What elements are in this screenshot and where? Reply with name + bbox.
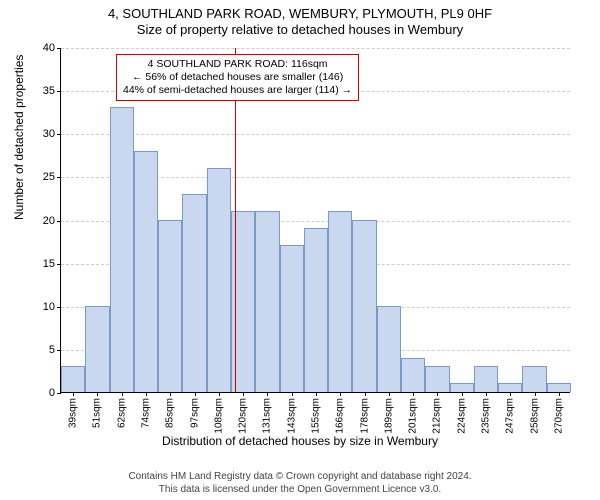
y-tick-mark xyxy=(57,307,61,308)
x-tick-mark xyxy=(195,392,196,396)
x-tick-mark xyxy=(73,392,74,396)
x-tick-mark xyxy=(535,392,536,396)
x-tick-mark xyxy=(243,392,244,396)
x-tick-label: 97sqm xyxy=(189,398,200,428)
bar xyxy=(304,228,328,392)
footer: Contains HM Land Registry data © Crown c… xyxy=(0,470,600,496)
bar xyxy=(474,366,498,392)
x-tick-label: 270sqm xyxy=(553,398,564,434)
x-tick-label: 131sqm xyxy=(262,398,273,434)
y-axis-title: Number of detached properties xyxy=(12,55,26,220)
bar xyxy=(352,220,376,393)
bar xyxy=(425,366,449,392)
x-tick-mark xyxy=(510,392,511,396)
y-tick-label: 0 xyxy=(49,387,55,399)
footer-line-1: Contains HM Land Registry data © Crown c… xyxy=(0,470,600,483)
bar xyxy=(401,358,425,393)
bar xyxy=(522,366,546,392)
x-tick-mark xyxy=(462,392,463,396)
y-tick-label: 5 xyxy=(49,344,55,356)
x-tick-label: 166sqm xyxy=(335,398,346,434)
y-tick-label: 20 xyxy=(43,215,55,227)
bar xyxy=(255,211,279,392)
annotation-line: 44% of semi-detached houses are larger (… xyxy=(123,84,352,97)
x-tick-mark xyxy=(316,392,317,396)
bar xyxy=(134,151,158,393)
bar xyxy=(547,383,571,392)
y-tick-label: 10 xyxy=(43,301,55,313)
x-tick-label: 74sqm xyxy=(141,398,152,428)
x-tick-mark xyxy=(122,392,123,396)
x-tick-mark xyxy=(437,392,438,396)
annotation-line: 4 SOUTHLAND PARK ROAD: 116sqm xyxy=(123,58,352,71)
x-tick-label: 51sqm xyxy=(92,398,103,428)
x-tick-label: 39sqm xyxy=(68,398,79,428)
gridline xyxy=(61,48,570,49)
page-subtitle: Size of property relative to detached ho… xyxy=(0,22,600,37)
annotation-line: ← 56% of detached houses are smaller (14… xyxy=(123,71,352,84)
x-tick-label: 155sqm xyxy=(311,398,322,434)
x-tick-mark xyxy=(267,392,268,396)
x-tick-label: 108sqm xyxy=(213,398,224,434)
y-tick-label: 40 xyxy=(43,42,55,54)
y-tick-label: 35 xyxy=(43,85,55,97)
x-tick-mark xyxy=(389,392,390,396)
y-tick-mark xyxy=(57,221,61,222)
x-tick-mark xyxy=(340,392,341,396)
x-tick-mark xyxy=(559,392,560,396)
x-tick-label: 258sqm xyxy=(529,398,540,434)
x-tick-label: 189sqm xyxy=(383,398,394,434)
y-tick-mark xyxy=(57,177,61,178)
x-tick-label: 143sqm xyxy=(286,398,297,434)
y-tick-mark xyxy=(57,134,61,135)
annotation-box: 4 SOUTHLAND PARK ROAD: 116sqm← 56% of de… xyxy=(116,54,359,101)
x-tick-label: 224sqm xyxy=(456,398,467,434)
plot-area: 051015202530354039sqm51sqm62sqm74sqm85sq… xyxy=(60,48,570,393)
x-tick-label: 85sqm xyxy=(165,398,176,428)
x-tick-label: 178sqm xyxy=(359,398,370,434)
bar xyxy=(328,211,352,392)
x-tick-mark xyxy=(413,392,414,396)
x-tick-label: 212sqm xyxy=(432,398,443,434)
y-tick-label: 15 xyxy=(43,258,55,270)
y-tick-mark xyxy=(57,350,61,351)
x-tick-mark xyxy=(486,392,487,396)
x-tick-mark xyxy=(219,392,220,396)
x-tick-label: 247sqm xyxy=(505,398,516,434)
bar xyxy=(158,220,182,393)
bar xyxy=(377,306,401,392)
x-tick-mark xyxy=(292,392,293,396)
y-tick-mark xyxy=(57,48,61,49)
x-tick-mark xyxy=(97,392,98,396)
y-tick-mark xyxy=(57,393,61,394)
x-tick-label: 235sqm xyxy=(481,398,492,434)
footer-line-2: This data is licensed under the Open Gov… xyxy=(0,483,600,496)
x-tick-label: 201sqm xyxy=(408,398,419,434)
bar xyxy=(110,107,134,392)
y-tick-mark xyxy=(57,264,61,265)
x-tick-mark xyxy=(365,392,366,396)
chart: 051015202530354039sqm51sqm62sqm74sqm85sq… xyxy=(60,48,570,393)
bar xyxy=(498,383,522,392)
bar xyxy=(207,168,231,392)
bar xyxy=(85,306,109,392)
bar xyxy=(182,194,206,392)
bar xyxy=(61,366,85,392)
x-axis-title: Distribution of detached houses by size … xyxy=(0,434,600,448)
gridline xyxy=(61,134,570,135)
x-tick-label: 120sqm xyxy=(238,398,249,434)
bar xyxy=(450,383,474,392)
y-tick-label: 30 xyxy=(43,128,55,140)
y-tick-label: 25 xyxy=(43,171,55,183)
page-title: 4, SOUTHLAND PARK ROAD, WEMBURY, PLYMOUT… xyxy=(0,0,600,21)
bar xyxy=(280,245,304,392)
y-tick-mark xyxy=(57,91,61,92)
x-tick-mark xyxy=(170,392,171,396)
x-tick-mark xyxy=(146,392,147,396)
x-tick-label: 62sqm xyxy=(116,398,127,428)
